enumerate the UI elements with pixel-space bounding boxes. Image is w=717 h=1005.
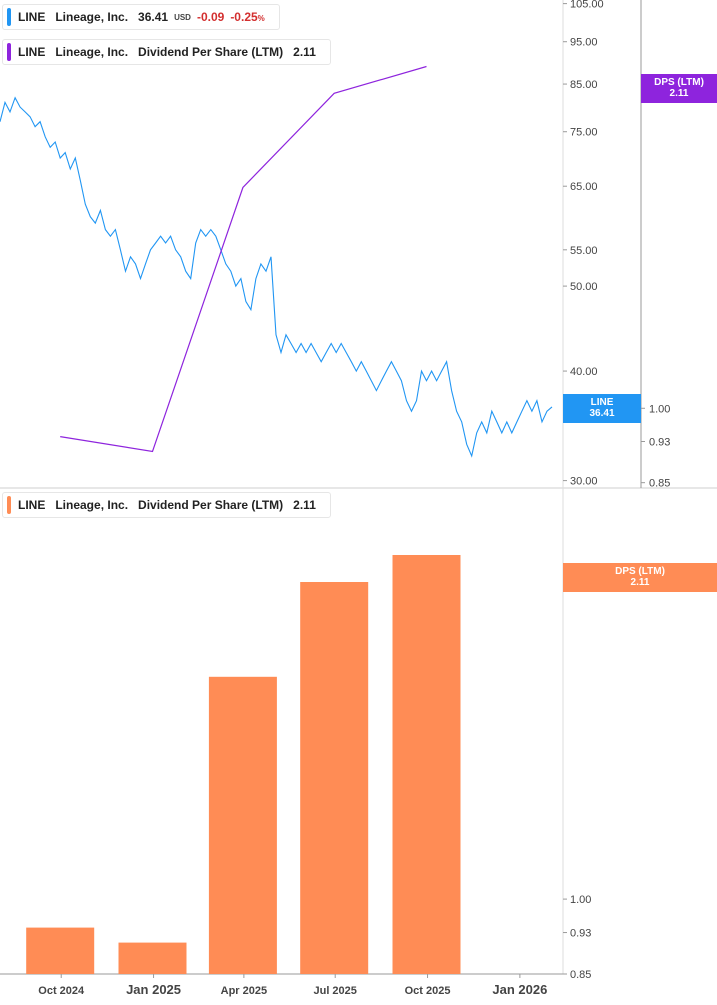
price-axis-tick-label: 55.00 bbox=[570, 245, 598, 257]
dps-bar-tag-value: 2.11 bbox=[630, 577, 650, 588]
dps-bar-legend-ticker: LINE bbox=[18, 498, 46, 512]
x-axis-tick-label: Apr 2025 bbox=[221, 985, 267, 997]
price-legend-change: -0.09 bbox=[196, 10, 225, 24]
price-legend-name: Lineage, Inc. bbox=[55, 10, 129, 24]
price-legend-pct-value: -0.25 bbox=[230, 10, 258, 24]
dps-bar bbox=[300, 582, 369, 974]
dps-bar-legend-swatch bbox=[7, 496, 11, 514]
dps-line-legend-ticker: LINE bbox=[18, 45, 46, 59]
dps-bar-tag: DPS (LTM) 2.11 bbox=[563, 563, 717, 592]
x-axis-tick-label: Oct 2024 bbox=[38, 985, 85, 997]
dps-line-legend[interactable]: LINE Lineage, Inc. Dividend Per Share (L… bbox=[2, 39, 331, 65]
dps-line-legend-swatch bbox=[7, 43, 11, 61]
dps-line-legend-name: Lineage, Inc. bbox=[55, 45, 129, 59]
price-tag: LINE 36.41 bbox=[563, 394, 641, 423]
x-axis-tick-label: Jul 2025 bbox=[313, 985, 356, 997]
price-legend[interactable]: LINE Lineage, Inc. 36.41 USD -0.09 -0.25… bbox=[2, 4, 280, 30]
dps-line-tag: DPS (LTM) 2.11 bbox=[641, 74, 717, 103]
bar-axis-tick-label: 0.85 bbox=[570, 969, 591, 981]
dps-axis-tick-label: 1.00 bbox=[649, 403, 670, 415]
x-axis-tick-label: Jan 2026 bbox=[492, 982, 547, 997]
price-axis-tick-label: 95.00 bbox=[570, 37, 598, 49]
x-axis-tick-label: Oct 2025 bbox=[405, 985, 451, 997]
dps-axis-tick-label: 0.93 bbox=[649, 437, 670, 449]
dps-bar-legend-name: Lineage, Inc. bbox=[55, 498, 129, 512]
price-axis-tick-label: 75.00 bbox=[570, 127, 598, 139]
dps-bar-tag-label: DPS (LTM) bbox=[615, 566, 665, 577]
price-legend-pct-sign: % bbox=[257, 14, 265, 23]
dps-bar bbox=[26, 927, 95, 974]
dps-series-line bbox=[60, 65, 427, 453]
x-axis-tick-label: Jan 2025 bbox=[126, 982, 181, 997]
dps-bar-legend-metric: Dividend Per Share (LTM) bbox=[138, 498, 284, 512]
dps-axis-tick-label: 0.85 bbox=[649, 478, 670, 490]
price-legend-value: 36.41 bbox=[138, 10, 169, 24]
price-legend-ticker: LINE bbox=[18, 10, 46, 24]
price-legend-swatch bbox=[7, 8, 11, 26]
bar-axis-tick-label: 0.93 bbox=[570, 928, 591, 940]
dps-line-legend-metric: Dividend Per Share (LTM) bbox=[138, 45, 284, 59]
dps-bar bbox=[392, 555, 461, 974]
dps-bar bbox=[208, 676, 277, 974]
price-tag-ticker: LINE bbox=[590, 397, 614, 408]
dps-bar-legend[interactable]: LINE Lineage, Inc. Dividend Per Share (L… bbox=[2, 492, 331, 518]
price-series-line bbox=[0, 96, 553, 458]
price-axis-tick-label: 65.00 bbox=[570, 181, 598, 193]
price-axis-tick-label: 50.00 bbox=[570, 281, 598, 293]
price-axis-tick-label: 30.00 bbox=[570, 476, 598, 488]
price-tag-value: 36.41 bbox=[589, 408, 615, 419]
price-axis-tick-label: 40.00 bbox=[570, 366, 598, 378]
dps-line-tag-label: DPS (LTM) bbox=[654, 77, 704, 88]
price-axis-tick-label: 85.00 bbox=[570, 79, 598, 91]
dps-line-tag-value: 2.11 bbox=[669, 88, 689, 99]
bar-axis-tick-label: 1.00 bbox=[570, 894, 591, 906]
dps-bar bbox=[118, 942, 187, 974]
dps-bar-legend-value: 2.11 bbox=[293, 498, 316, 512]
price-legend-change-pct: -0.25% bbox=[230, 10, 264, 24]
price-legend-currency: USD bbox=[174, 12, 191, 22]
dps-line-legend-value: 2.11 bbox=[293, 45, 316, 59]
price-axis-tick-label: 105.00 bbox=[570, 0, 604, 11]
